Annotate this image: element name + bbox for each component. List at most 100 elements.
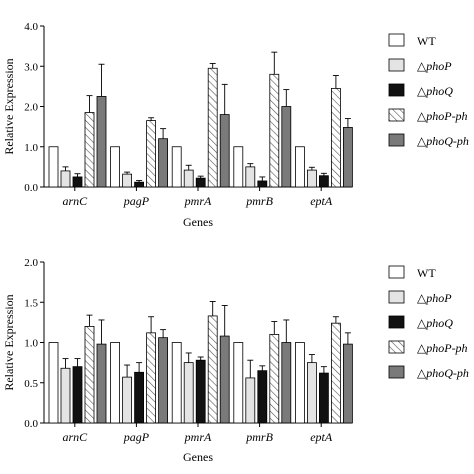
legend-name: phoQ-ph (425, 366, 469, 380)
y-tick-label: 1.5 (24, 297, 38, 309)
bar-phoQ_comp (219, 114, 230, 188)
bar-phoP (245, 377, 256, 424)
bar-phoP (306, 362, 317, 424)
bar-phoQ_comp (219, 335, 230, 424)
bar-phoP_comp (146, 120, 157, 188)
legend-label-phoP_comp: △phoP-ph (417, 341, 468, 355)
legend-swatch-phoQ (388, 83, 405, 97)
category-label: pagP (123, 430, 150, 444)
bar-phoQ_comp (158, 138, 169, 188)
legend-name: WT (417, 34, 436, 48)
y-tick-label: 2.0 (24, 257, 38, 269)
y-tick-label: 2.0 (24, 102, 38, 114)
bar-phoQ (318, 372, 329, 424)
bar-phoP (122, 376, 132, 424)
y-tick-label: 1.0 (24, 338, 38, 350)
bottom-chart: 0.0 0.5 1.0 1.5 2.0 Relative Expression arnC pa… (2, 257, 353, 464)
category-label: arnC (62, 194, 88, 208)
bar-WT (233, 342, 244, 424)
category-label: pmrB (245, 194, 273, 208)
legend-label-WT: WT (417, 266, 436, 280)
bar-phoQ (257, 370, 268, 424)
category-label: arnC (62, 430, 88, 444)
bar-phoP (306, 169, 317, 188)
bar-phoQ (72, 366, 83, 424)
legend-name: phoP (425, 291, 452, 305)
legend-name: phoQ (425, 84, 453, 98)
bar-phoQ_comp (281, 106, 292, 188)
top-legend: WT△phoP△phoQ△phoP-ph△phoQ-ph (388, 33, 469, 148)
x-axis-title: Genes (183, 215, 213, 229)
legend-delta: △ (417, 366, 427, 380)
bar-phoQ (195, 177, 206, 188)
category-label: pmrA (184, 430, 212, 444)
bar-phoP (183, 362, 194, 424)
legend-delta: △ (417, 59, 427, 73)
bar-phoQ_comp (96, 96, 107, 188)
bar-phoP_comp (146, 332, 157, 424)
category-label: pagP (123, 194, 150, 208)
bar-phoP_comp (84, 112, 95, 188)
legend-name: phoP-ph (425, 109, 467, 123)
bar-phoP_comp (207, 67, 218, 188)
legend-swatch-phoP_comp (388, 340, 405, 354)
legend-name: WT (417, 266, 436, 280)
legend-swatch-phoQ_comp (388, 365, 405, 379)
bar-phoP_comp (330, 87, 341, 188)
bar-phoQ (318, 175, 329, 188)
bar-phoP (60, 170, 71, 188)
legend-label-phoQ_comp: △phoQ-ph (417, 134, 469, 148)
category-label: eptA (310, 430, 333, 444)
bar-phoQ (134, 181, 145, 188)
legend-name: phoP (425, 59, 452, 73)
y-tick-label: 0.0 (24, 418, 38, 430)
legend-name: phoP-ph (425, 341, 467, 355)
bar-WT (110, 342, 120, 424)
category-label: eptA (310, 194, 333, 208)
bar-WT (110, 146, 120, 188)
bar-WT (233, 146, 244, 188)
bar-phoQ (72, 176, 83, 188)
bar-phoP (183, 169, 194, 188)
bar-phoQ (134, 371, 145, 424)
y-tick-label: 1.0 (24, 142, 38, 154)
bar-WT (48, 146, 59, 188)
legend-delta: △ (417, 291, 427, 305)
legend-delta: △ (417, 316, 427, 330)
legend-swatch-WT (388, 265, 405, 279)
bar-WT (294, 342, 305, 424)
legend-swatch-phoP (388, 290, 405, 304)
legend-label-phoQ_comp: △phoQ-ph (417, 366, 469, 380)
legend-delta: △ (417, 109, 427, 123)
bar-phoP (60, 367, 71, 424)
bar-phoP_comp (84, 325, 95, 424)
bar-phoQ (195, 359, 206, 424)
legend-name: phoQ-ph (425, 134, 469, 148)
category-label: pmrA (184, 194, 212, 208)
bar-phoP (245, 166, 256, 188)
y-tick-label: 0.0 (24, 182, 38, 194)
bar-WT (171, 146, 182, 188)
y-tick-label: 3.0 (24, 61, 38, 73)
legend-label-phoQ: △phoQ (417, 84, 453, 98)
x-axis-title: Genes (183, 450, 213, 464)
y-axis-title: Relative Expression (2, 58, 16, 154)
legend-swatch-phoP_comp (388, 108, 405, 122)
bar-phoP_comp (207, 315, 218, 424)
bar-phoP_comp (330, 322, 341, 424)
bar-phoP_comp (269, 334, 280, 424)
bar-phoQ_comp (281, 342, 292, 424)
bar-phoQ_comp (342, 343, 353, 424)
legend-swatch-WT (388, 33, 405, 47)
legend-delta: △ (417, 341, 427, 355)
legend-label-WT: WT (417, 34, 436, 48)
bar-phoP (122, 173, 132, 188)
bar-phoQ_comp (96, 343, 107, 424)
bar-WT (294, 146, 305, 188)
bar-WT (171, 342, 182, 424)
bar-WT (48, 342, 59, 424)
legend-swatch-phoQ (388, 315, 405, 329)
legend-name: phoQ (425, 316, 453, 330)
legend-swatch-phoP (388, 58, 405, 72)
